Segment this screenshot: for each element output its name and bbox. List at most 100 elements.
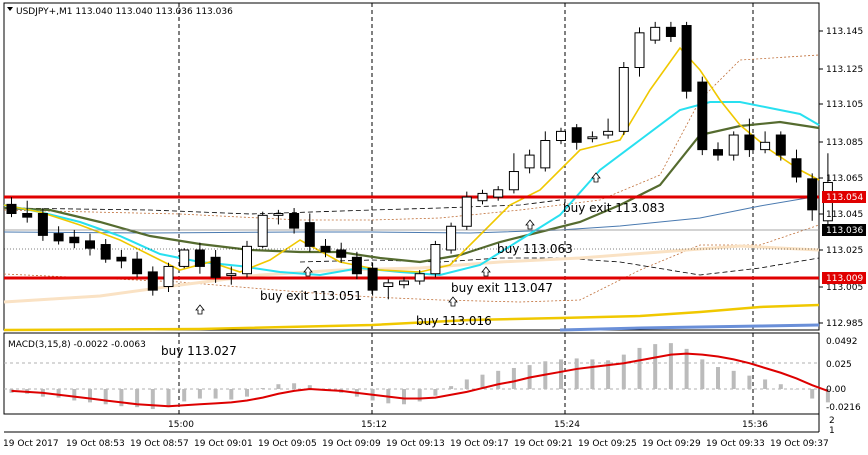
- current-price-tag-text: 113.036: [826, 226, 863, 236]
- macd-bar: [197, 389, 202, 399]
- candle: [163, 262, 174, 292]
- candle: [461, 191, 472, 230]
- candle: [634, 27, 645, 77]
- candle: [179, 248, 190, 269]
- macd-bar: [229, 389, 234, 400]
- price-tick: 113.145: [826, 27, 863, 37]
- macd-bar: [449, 386, 454, 389]
- macd-bar: [480, 374, 485, 389]
- candle: [728, 131, 739, 161]
- macd-bar: [72, 389, 77, 401]
- candle: [477, 189, 488, 205]
- gold-ma: [3, 303, 820, 332]
- black-dashed-ma-lower: [299, 257, 820, 276]
- macd-bar: [590, 359, 595, 389]
- time-tick: 19 Oct 09:29: [642, 439, 701, 449]
- current-price-tag: [822, 224, 866, 236]
- scroll-number: 1: [829, 426, 835, 436]
- candle: [744, 118, 755, 157]
- macd-bar: [778, 384, 783, 389]
- price-level-tag: [822, 272, 866, 284]
- candle: [681, 21, 692, 99]
- macd-bar: [763, 379, 768, 389]
- macd-bar: [637, 347, 642, 389]
- candle: [508, 153, 519, 194]
- buy-exit-label: buy exit 113.083: [563, 201, 665, 215]
- candle: [571, 124, 582, 150]
- price-tick: 113.105: [826, 100, 863, 110]
- macd-bar: [417, 389, 422, 402]
- macd-panel: MACD(3,15,8) -0.0022 -0.0063 0.0492 0.02…: [4, 337, 861, 413]
- candle: [760, 131, 771, 154]
- macd-bar: [700, 359, 705, 389]
- candle: [351, 251, 362, 280]
- price-tick: 113.045: [826, 210, 863, 220]
- price-tick: 113.125: [826, 65, 863, 75]
- candle: [147, 266, 158, 296]
- time-marker-labels: 15:00 15:12 15:24 15:36: [168, 420, 768, 430]
- candle: [367, 262, 378, 296]
- black-dashed-ma: [3, 199, 561, 215]
- macd-tick: 0.025: [826, 360, 852, 370]
- macd-bar: [276, 384, 281, 389]
- macd-label: MACD(3,15,8) -0.0022 -0.0063: [8, 340, 146, 350]
- up-arrow-icon: [303, 266, 313, 277]
- macd-bar: [747, 375, 752, 389]
- candle: [540, 131, 551, 172]
- macd-bar: [245, 389, 249, 397]
- candle: [194, 242, 205, 274]
- macd-bar: [119, 389, 124, 407]
- main-chart-frame: [3, 2, 820, 331]
- macd-bar: [668, 343, 673, 389]
- time-tick: 19 Oct 2017: [3, 439, 59, 449]
- candle: [775, 131, 786, 161]
- candle: [116, 250, 127, 269]
- time-tick: 19 Oct 09:05: [258, 439, 317, 449]
- candle: [100, 239, 111, 263]
- macd-bar: [621, 354, 626, 389]
- price-level-tag-text: 113.009: [826, 274, 863, 284]
- time-marker: 15:12: [361, 420, 387, 430]
- macd-bar: [103, 389, 108, 405]
- price-tick: 112.985: [826, 319, 863, 329]
- macd-bar: [574, 358, 579, 389]
- candle: [446, 222, 457, 254]
- candle: [383, 279, 394, 300]
- macd-bar: [606, 360, 611, 389]
- macd-bar: [716, 367, 720, 389]
- macd-bar: [496, 370, 501, 389]
- time-tick: 19 Oct 09:01: [194, 439, 253, 449]
- time-marker: 15:36: [742, 420, 768, 430]
- time-tick: 19 Oct 08:53: [66, 439, 125, 449]
- candle: [320, 239, 331, 258]
- buy-arrows: [195, 172, 601, 315]
- time-tick: 19 Oct 08:57: [130, 439, 189, 449]
- price-level-tag-text: 113.054: [826, 193, 863, 203]
- macd-bar: [182, 389, 187, 402]
- scroll-number: 2: [829, 416, 835, 426]
- macd-tick: 0.0492: [826, 337, 858, 347]
- macd-bar: [559, 359, 563, 389]
- candle: [650, 21, 661, 44]
- macd-bar: [684, 348, 689, 389]
- collapse-arrow-icon: [7, 7, 13, 11]
- candle: [304, 213, 315, 252]
- steelblue-ma: [3, 195, 820, 234]
- indicator-lines: [3, 46, 820, 332]
- level-lines: [4, 195, 819, 280]
- candle: [289, 208, 300, 234]
- candle: [618, 62, 629, 136]
- time-tick: 19 Oct 09:33: [706, 439, 765, 449]
- buy-label: buy 113.063: [497, 242, 573, 256]
- cyan-ma: [3, 101, 820, 277]
- time-tick: 19 Oct 09:37: [770, 439, 829, 449]
- time-tick: 19 Oct 09:21: [514, 439, 573, 449]
- price-level-tag: [822, 191, 866, 203]
- price-tick: 113.005: [826, 283, 863, 293]
- time-tick: 19 Oct 09:13: [386, 439, 445, 449]
- candle: [807, 173, 818, 221]
- candle: [556, 127, 566, 145]
- macd-bar: [810, 389, 815, 399]
- candle: [430, 240, 441, 278]
